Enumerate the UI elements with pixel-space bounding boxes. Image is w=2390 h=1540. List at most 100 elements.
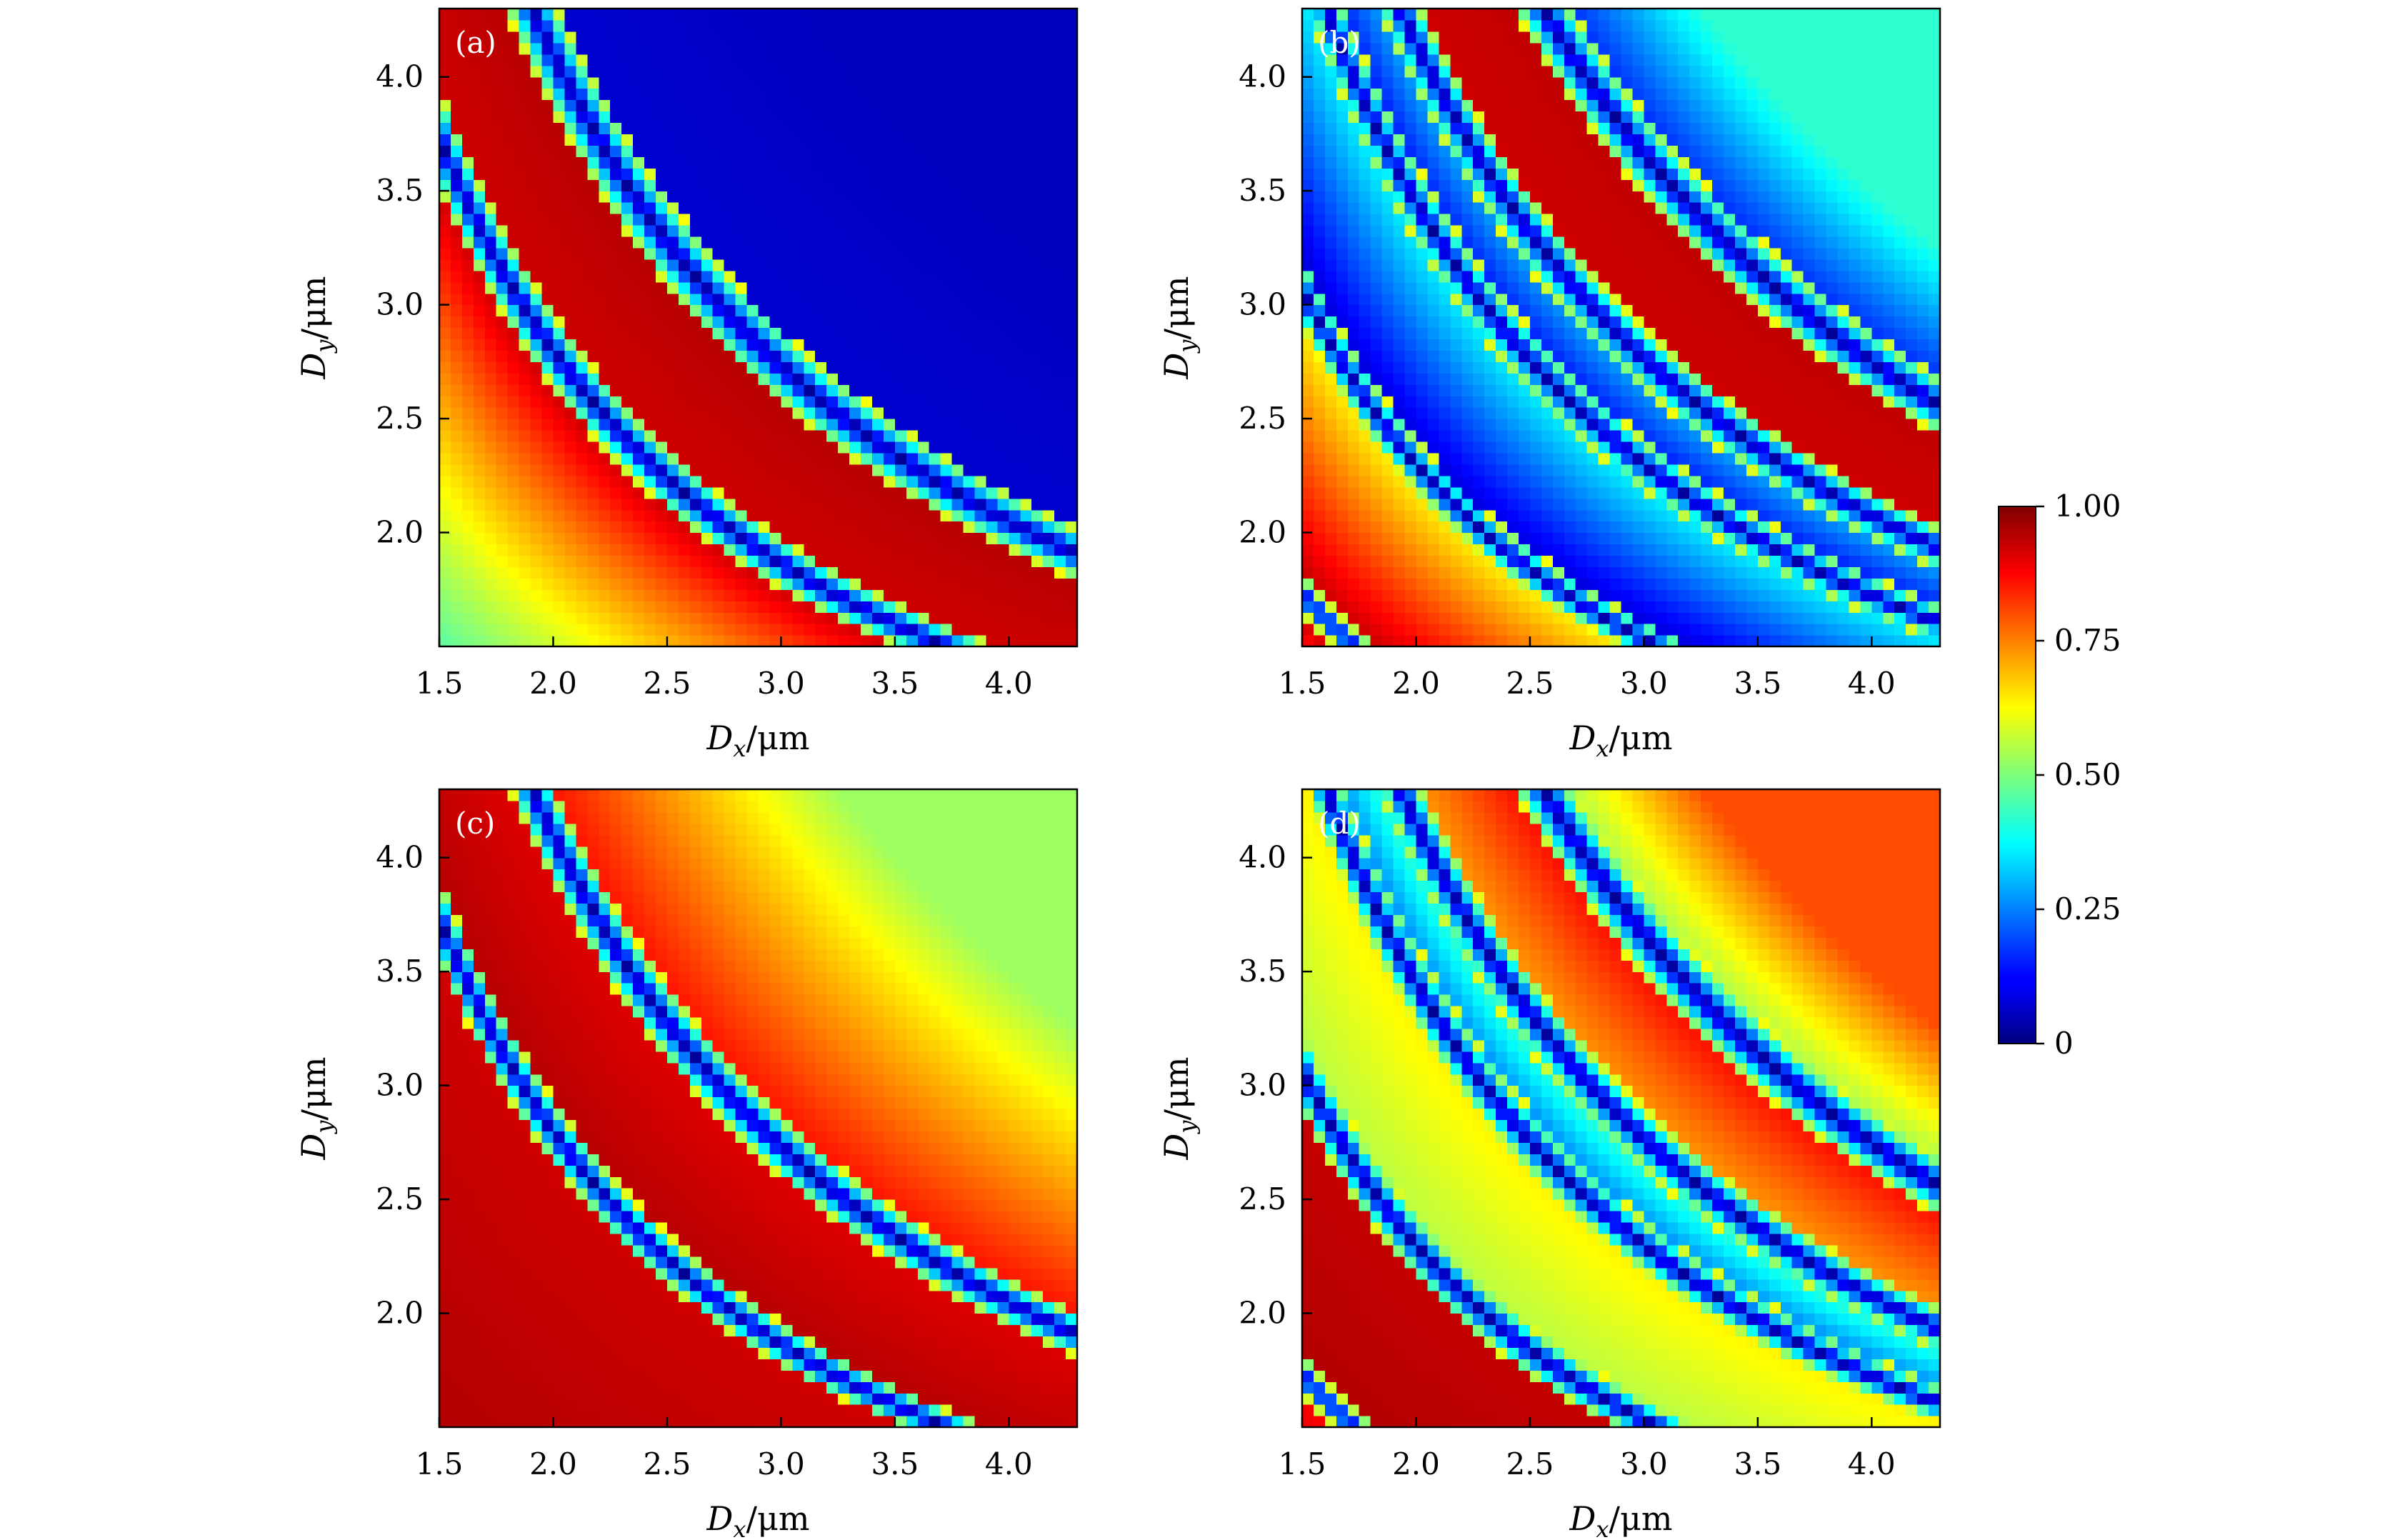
heatmap-cell	[1632, 589, 1644, 601]
heatmap-cell	[701, 441, 714, 454]
heatmap-cell	[871, 475, 884, 488]
heatmap-cell	[1586, 430, 1599, 442]
heatmap-cell	[849, 293, 861, 306]
heatmap-cell	[1644, 281, 1656, 294]
heatmap-cell	[1450, 339, 1462, 351]
heatmap-cell	[1009, 486, 1021, 499]
heatmap-cell	[1370, 373, 1383, 385]
heatmap-cell	[929, 486, 941, 499]
heatmap-cell	[1439, 304, 1451, 317]
heatmap-cell	[917, 475, 930, 488]
heatmap-cell	[1302, 486, 1314, 499]
heatmap-cell	[861, 316, 873, 329]
heatmap-cell	[792, 19, 804, 32]
heatmap-cell	[883, 247, 896, 260]
heatmap-cell	[1020, 464, 1032, 476]
heatmap-cell	[1313, 76, 1326, 89]
heatmap-cell	[781, 419, 793, 431]
heatmap-cell	[974, 396, 987, 408]
heatmap-cell	[655, 419, 668, 431]
heatmap-cell	[1552, 361, 1565, 374]
heatmap-cell	[838, 76, 850, 89]
heatmap-cell	[1541, 373, 1554, 385]
heatmap-cell	[1043, 475, 1055, 488]
heatmap-cell	[871, 156, 884, 169]
heatmap-cell	[1054, 191, 1066, 203]
heatmap-cell	[871, 88, 884, 101]
heatmap-cell	[986, 9, 998, 21]
heatmap-cell	[541, 76, 554, 89]
heatmap-cell	[1427, 316, 1439, 329]
heatmap-cell	[883, 350, 896, 362]
heatmap-cell	[838, 19, 850, 32]
heatmap-cell	[1518, 224, 1531, 237]
heatmap-cell	[553, 532, 566, 545]
heatmap-cell	[587, 475, 599, 488]
heatmap-cell	[689, 270, 702, 283]
heatmap-cell	[439, 42, 451, 55]
heatmap-cell	[940, 419, 953, 431]
heatmap-cell	[974, 532, 987, 545]
heatmap-cell	[1302, 521, 1314, 534]
heatmap-cell	[758, 191, 771, 203]
heatmap-cell	[1507, 624, 1519, 636]
heatmap-cell	[712, 327, 725, 340]
heatmap-cell	[871, 589, 884, 601]
heatmap-cell	[1644, 612, 1656, 624]
heatmap-cell	[1347, 88, 1360, 101]
heatmap-cell	[781, 396, 793, 408]
heatmap-cell	[963, 54, 976, 66]
heatmap-cell	[792, 99, 804, 112]
heatmap-cell	[644, 624, 656, 636]
heatmap-cell	[541, 350, 554, 362]
heatmap-cell	[587, 441, 599, 454]
heatmap-cell	[461, 350, 474, 362]
heatmap-cell	[1427, 544, 1439, 556]
heatmap-cell	[644, 19, 656, 32]
heatmap-cell	[599, 168, 611, 180]
heatmap-cell	[1655, 31, 1667, 44]
heatmap-cell	[951, 601, 964, 613]
heatmap-cell	[1359, 350, 1371, 362]
heatmap-cell	[1020, 532, 1032, 545]
heatmap-cell	[792, 293, 804, 306]
heatmap-cell	[610, 373, 622, 385]
heatmap-cell	[1416, 145, 1429, 157]
heatmap-cell	[530, 407, 543, 419]
heatmap-cell	[906, 236, 919, 249]
heatmap-cell	[553, 589, 566, 601]
heatmap-cell	[1066, 111, 1078, 124]
heatmap-cell	[1009, 384, 1021, 396]
heatmap-cell	[974, 430, 987, 442]
heatmap-cell	[1564, 168, 1576, 180]
heatmap-cell	[461, 122, 474, 135]
heatmap-cell	[929, 54, 941, 66]
heatmap-cell	[1416, 65, 1429, 78]
heatmap-cell	[963, 624, 976, 636]
heatmap-cell	[1598, 441, 1611, 454]
heatmap-cell	[1381, 316, 1394, 329]
heatmap-cell	[1552, 9, 1565, 21]
heatmap-cell	[724, 19, 736, 32]
heatmap-cell	[530, 270, 543, 283]
heatmap-cell	[1552, 555, 1565, 567]
heatmap-cell	[940, 373, 953, 385]
heatmap-cell	[1564, 156, 1576, 169]
heatmap-cell	[815, 88, 827, 101]
heatmap-cell	[496, 191, 509, 203]
heatmap-cell	[940, 316, 953, 329]
heatmap-cell	[986, 578, 998, 590]
heatmap-cell	[838, 361, 850, 374]
heatmap-cell	[804, 293, 816, 306]
heatmap-cell	[610, 601, 622, 613]
heatmap-cell	[997, 111, 1009, 124]
heatmap-cell	[621, 589, 634, 601]
heatmap-cell	[746, 202, 759, 214]
heatmap-cell	[587, 270, 599, 283]
heatmap-cell	[724, 486, 736, 499]
heatmap-cell	[610, 566, 622, 579]
heatmap-cell	[861, 224, 873, 237]
heatmap-cell	[1473, 31, 1485, 44]
heatmap-cell	[450, 373, 463, 385]
heatmap-cell	[439, 635, 451, 647]
